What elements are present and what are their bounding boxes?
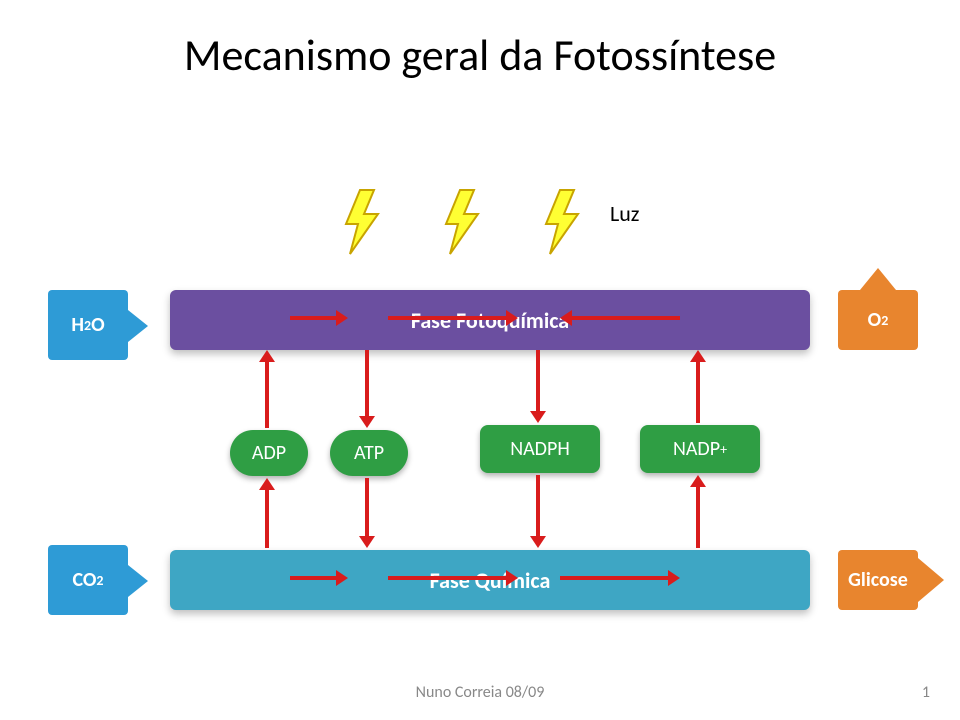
output-o2: O2 [838,290,918,350]
luz-label: Luz [610,200,640,227]
input-co2: CO2 [48,545,128,615]
v-arrow-3-head [690,350,706,362]
h-arrow-4-head [506,570,518,586]
h-arrow-4 [388,576,506,580]
v-arrow-7 [696,487,700,548]
v-arrow-1-head [359,416,375,428]
v-arrow-0 [265,362,269,428]
footer-author: Nuno Correia 08/09 [0,683,960,702]
v-arrow-2-head [530,411,546,423]
h-arrow-3 [290,576,336,580]
h-arrow-2 [572,316,680,320]
v-arrow-6-head [530,536,546,548]
lightning-bolt-icon [440,188,484,258]
molecule-adp: ADP [230,430,308,476]
h-arrow-5-head [668,570,680,586]
phase-photo: Fase Fotoquímica [170,290,810,350]
h-arrow-0 [290,316,336,320]
footer-page: 1 [922,683,930,702]
h-arrow-3-head [336,570,348,586]
output-glicose-arrow [918,558,944,602]
molecule-nadph: NADPH [480,425,600,473]
v-arrow-5-head [359,536,375,548]
molecule-atp: ATP [330,430,408,476]
input-h2o-arrow [128,310,148,342]
lightning-bolt-icon [540,188,584,258]
v-arrow-0-head [259,350,275,362]
h-arrow-0-head [336,310,348,326]
phase-chem: Fase Química [170,550,810,610]
output-glicose: Glicose [838,550,918,610]
v-arrow-4-head [259,478,275,490]
v-arrow-5 [365,478,369,536]
v-arrow-2 [536,350,540,411]
h-arrow-1-head [506,310,518,326]
diagram-canvas: Fase Fotoquímica Fase Química H2O CO2 O2 Glic… [0,0,960,720]
output-o2-arrow [860,268,896,290]
h-arrow-2-head [560,310,572,326]
h-arrow-1 [388,316,506,320]
v-arrow-1 [365,350,369,416]
v-arrow-6 [536,475,540,536]
molecule-nadp: NADP+ [640,425,760,473]
h-arrow-5 [560,576,668,580]
v-arrow-7-head [690,475,706,487]
v-arrow-3 [696,362,700,423]
lightning-bolt-icon [340,188,384,258]
input-h2o: H2O [48,290,128,360]
v-arrow-4 [265,490,269,548]
input-co2-arrow [128,565,148,597]
